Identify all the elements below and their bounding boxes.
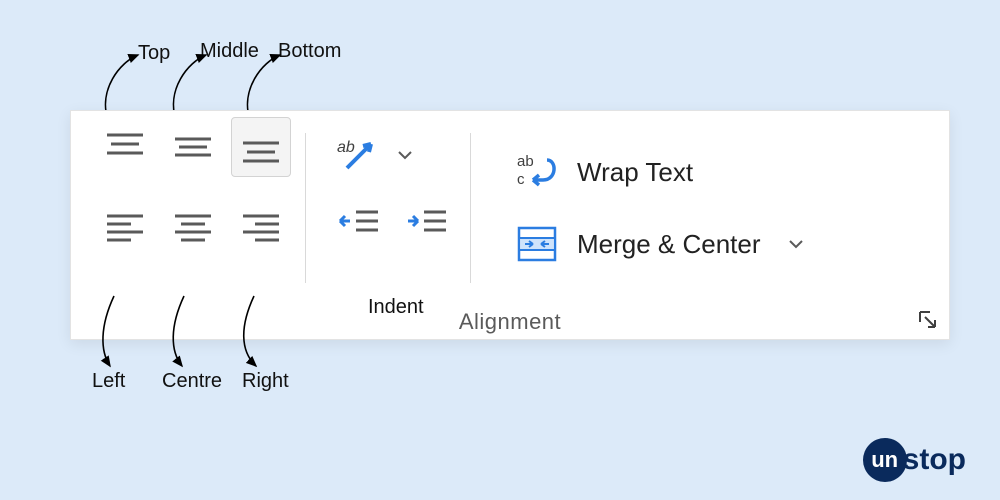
align-left-icon bbox=[105, 211, 145, 243]
align-center-button[interactable] bbox=[169, 203, 217, 251]
merge-center-button[interactable]: Merge & Center bbox=[515, 222, 805, 266]
divider-1 bbox=[305, 133, 306, 283]
alignment-grid bbox=[71, 111, 291, 305]
wrap-merge-col: ab c Wrap Text bbox=[485, 111, 805, 305]
wrap-text-label: Wrap Text bbox=[577, 157, 693, 188]
anno-indent: Indent bbox=[368, 296, 424, 319]
unstop-logo-text: stop bbox=[903, 443, 966, 477]
align-top-button[interactable] bbox=[101, 123, 149, 171]
wrap-text-icon: ab c bbox=[515, 150, 559, 194]
align-right-icon bbox=[241, 211, 281, 243]
align-right-button[interactable] bbox=[237, 203, 285, 251]
svg-text:c: c bbox=[517, 171, 525, 188]
align-top-icon bbox=[105, 131, 145, 163]
anno-arrows-bottom bbox=[90, 296, 350, 386]
divider-2 bbox=[470, 133, 471, 283]
increase-indent-icon bbox=[404, 204, 448, 238]
dialog-launcher-icon[interactable] bbox=[917, 309, 939, 331]
align-left-button[interactable] bbox=[101, 203, 149, 251]
unstop-logo-badge: un bbox=[863, 438, 907, 482]
increase-indent-button[interactable] bbox=[402, 201, 450, 241]
align-middle-icon bbox=[173, 131, 213, 163]
decrease-indent-button[interactable] bbox=[334, 201, 382, 241]
merge-center-icon bbox=[515, 222, 559, 266]
decrease-indent-icon bbox=[336, 204, 380, 238]
unstop-logo: un stop bbox=[863, 438, 966, 482]
align-center-icon bbox=[173, 211, 213, 243]
align-bottom-icon bbox=[239, 129, 283, 165]
wrap-text-button[interactable]: ab c Wrap Text bbox=[515, 150, 805, 194]
merge-center-dropdown[interactable] bbox=[787, 235, 805, 253]
svg-text:ab: ab bbox=[517, 153, 534, 170]
merge-center-label: Merge & Center bbox=[577, 229, 761, 260]
align-bottom-button[interactable] bbox=[231, 117, 291, 177]
svg-text:ab: ab bbox=[337, 139, 355, 156]
orientation-indent-col: ab bbox=[320, 111, 456, 305]
align-middle-button[interactable] bbox=[169, 123, 217, 171]
orientation-dropdown[interactable] bbox=[396, 146, 414, 164]
orientation-button[interactable]: ab bbox=[330, 129, 382, 181]
orientation-icon: ab bbox=[333, 132, 379, 178]
